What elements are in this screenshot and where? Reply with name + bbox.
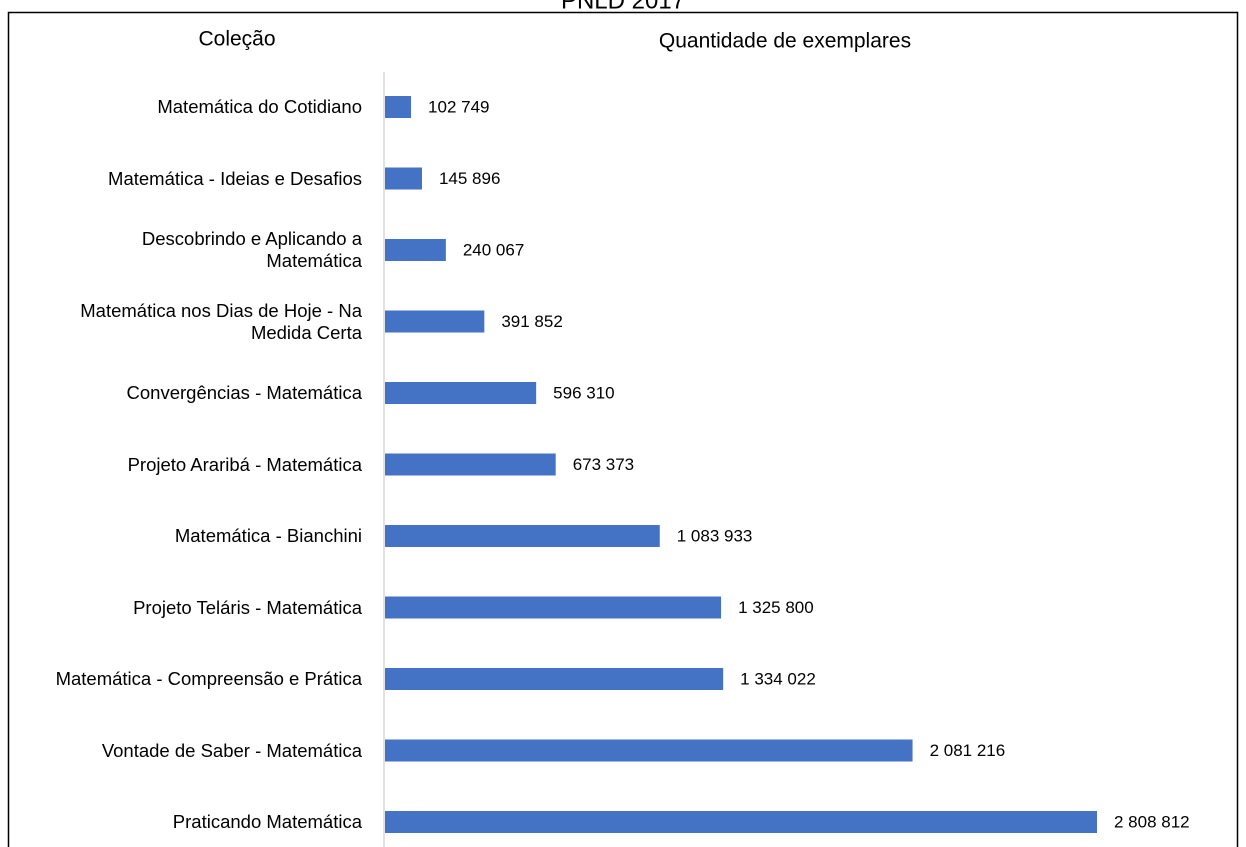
- bar: [385, 167, 422, 190]
- value-label: 1 325 800: [738, 598, 814, 617]
- bar: [385, 96, 412, 118]
- category-label: Projeto Araribá - Matemática: [127, 453, 362, 475]
- bar: [385, 525, 660, 547]
- category-label: Matemática - Ideias e Desafios: [108, 167, 362, 189]
- category-label: Vontade de Saber - Matemática: [101, 739, 362, 761]
- category-label: Convergências - Matemática: [126, 382, 362, 403]
- value-label: 1 334 022: [740, 669, 816, 688]
- bar: [385, 382, 537, 404]
- value-label: 391 852: [501, 312, 562, 331]
- category-label: Matemática - Bianchini: [174, 525, 362, 546]
- category-label: Projeto Teláris - Matemática: [133, 596, 362, 618]
- value-axis-label: Quantidade de exemplares: [659, 30, 911, 53]
- value-label: 2 081 216: [930, 741, 1006, 760]
- value-label: 1 083 933: [677, 526, 753, 545]
- bar: [385, 739, 913, 762]
- value-label: 673 373: [573, 455, 634, 474]
- value-label: 596 310: [553, 383, 614, 402]
- category-label: Descobrindo e Aplicando a Matemática: [141, 228, 362, 271]
- value-label: 2 808 812: [1114, 812, 1190, 831]
- value-label: 102 749: [428, 97, 489, 116]
- bar: [385, 310, 485, 333]
- chart-frame: [7, 11, 1239, 847]
- category-label: Matemática - Compreensão e Prática: [55, 668, 362, 689]
- category-label: Matemática nos Dias de Hoje - Na Medida …: [80, 299, 362, 343]
- chart-title: PNLD 2017: [561, 0, 685, 14]
- bar: [385, 811, 1097, 833]
- bar: [385, 668, 724, 690]
- bar: [385, 239, 446, 261]
- category-label: Praticando Matemática: [172, 811, 362, 832]
- bar: [385, 453, 556, 476]
- category-axis-label: Coleção: [198, 28, 275, 51]
- value-label: 145 896: [439, 169, 500, 188]
- value-label: 240 067: [463, 240, 524, 259]
- bar: [385, 596, 722, 619]
- category-label: Matemática do Cotidiano: [157, 96, 362, 117]
